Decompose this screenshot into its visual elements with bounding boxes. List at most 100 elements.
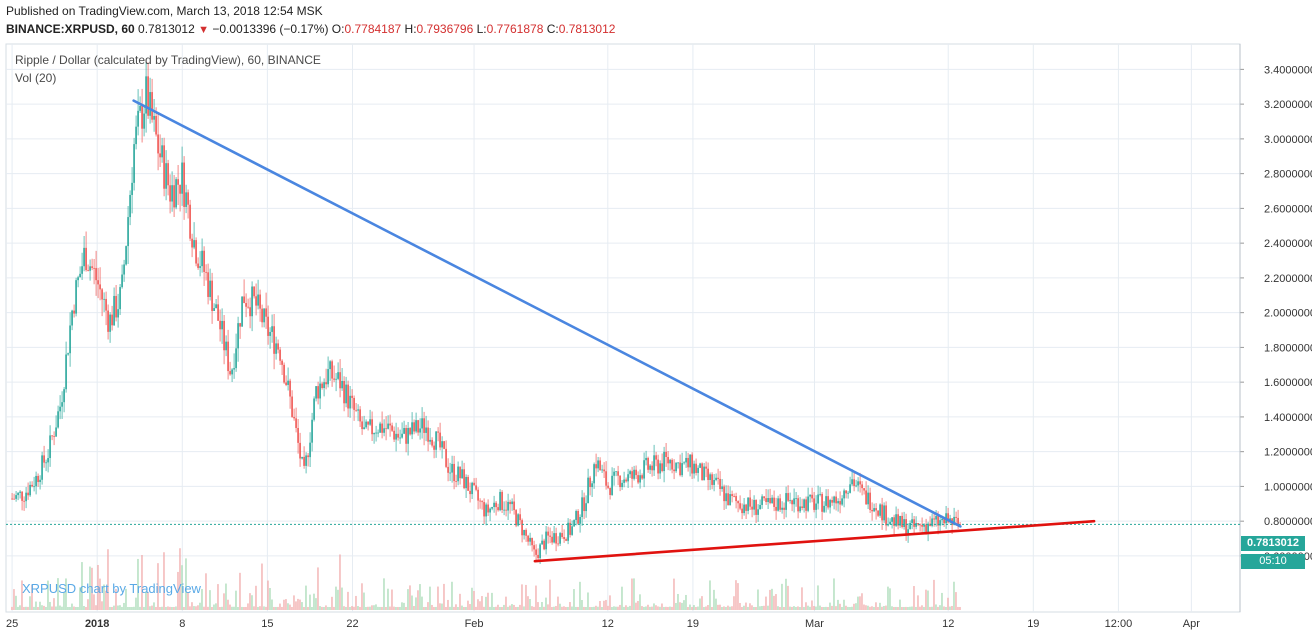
candle-body [701,463,703,481]
candle-body [871,509,873,512]
volume-bar [461,605,463,610]
candle-body [211,280,213,311]
close-value: 0.7813012 [558,22,616,36]
volume-bar [701,596,703,610]
volume-bar [333,606,335,610]
volume-bar [419,584,421,610]
candle-body [915,522,917,527]
volume-bar [663,606,665,610]
volume-bar [775,594,777,610]
volume-bar [891,606,893,610]
candle-body [789,500,791,502]
candle-body [485,504,487,517]
volume-bar [331,596,333,610]
candle-body [807,496,809,511]
candle-body [11,498,13,500]
candle-body [431,439,433,446]
volume-bar [417,590,419,610]
candle-body [21,491,23,501]
candle-body [657,459,659,474]
volume-bar [945,606,947,610]
candle-body [585,503,587,512]
candle-body [647,457,649,470]
candle-body [889,521,891,525]
volume-bar [53,598,55,610]
volume-bar [15,595,17,610]
volume-bar [197,605,199,610]
candle-body [769,498,771,503]
candle-body [583,497,585,512]
volume-bar [553,606,555,610]
volume-bar [763,605,765,610]
volume-bar [115,589,117,610]
volume-bar [125,588,127,610]
volume-bar [859,596,861,610]
volume-bar [711,606,713,610]
volume-bar [957,606,959,610]
volume-bar [225,583,227,610]
candle-body [89,266,91,271]
volume-bar [301,602,303,610]
candle-body [659,463,661,474]
candle-body [455,481,457,482]
candle-body [881,504,883,521]
candle-body [677,462,679,464]
volume-bar [561,606,563,610]
volume-bar [199,602,201,610]
candle-body [879,504,881,516]
candle-body [61,402,63,407]
candle-body [171,185,173,202]
volume-bar [617,606,619,610]
candle-body [885,505,887,526]
candle-body [145,76,147,114]
low-label: L: [476,22,487,36]
volume-bar [351,606,353,610]
volume-bar [233,606,235,610]
volume-bar [669,606,671,610]
candle-body [175,179,177,208]
candle-body [303,456,305,466]
candle-body [427,427,429,442]
candle-body [777,498,779,511]
volume-bar [609,595,611,610]
candle-body [599,460,601,471]
watermark[interactable]: XRPUSD chart by TradingView [22,581,201,596]
candle-body [709,474,711,480]
volume-bar [291,606,293,610]
candle-body [761,496,763,505]
candle-body [893,517,895,526]
candle-body [471,482,473,495]
volume-bar [643,606,645,610]
volume-bar [239,572,241,610]
candle-body [473,482,475,486]
x-tick-label: 25 [6,618,18,630]
candle-body [115,295,117,318]
candle-body [557,543,559,545]
volume-bar [807,605,809,610]
volume-bar [443,583,445,610]
candle-body [551,536,553,543]
candle-body [311,419,313,443]
close-label: C: [546,22,559,36]
candle-body [577,511,579,524]
volume-bar [255,585,257,610]
candle-body [771,497,773,503]
volume-bar [473,590,475,610]
volume-bar [73,606,75,610]
candle-body [95,268,97,281]
candle-body [97,280,99,285]
candle-body [919,524,921,526]
volume-bar [899,599,901,610]
candle-body [69,325,71,354]
volume-bar [425,606,427,610]
candle-body [859,481,861,485]
candle-body [181,162,183,194]
candle-body [141,105,143,129]
candle-body [751,506,753,510]
candle-body [191,238,193,248]
candle-body [731,494,733,497]
candle-body [395,433,397,440]
volume-bar [337,589,339,610]
candle-body [403,428,405,434]
